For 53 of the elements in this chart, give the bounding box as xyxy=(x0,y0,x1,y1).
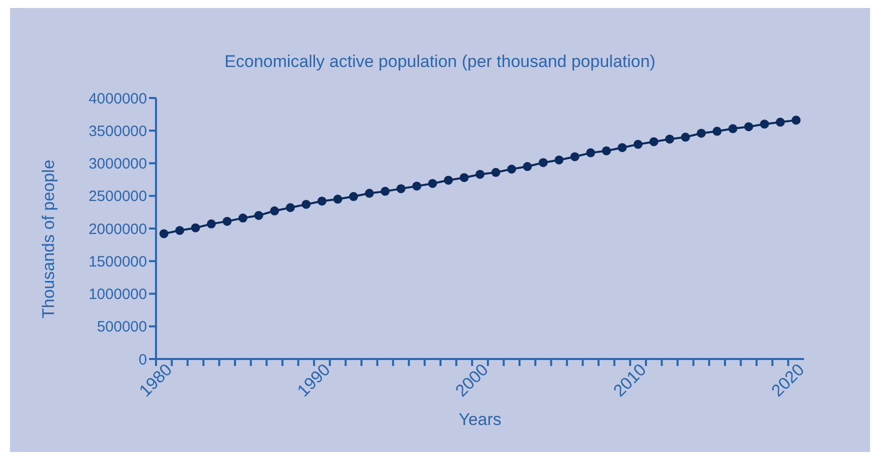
y-tick-label: 3500000 xyxy=(88,122,147,140)
point xyxy=(491,168,500,177)
point xyxy=(570,152,580,162)
point xyxy=(364,188,374,198)
point xyxy=(396,184,406,194)
point xyxy=(680,132,690,142)
point xyxy=(270,206,280,216)
x-axis-title: Years xyxy=(458,410,502,429)
point xyxy=(159,229,168,238)
point xyxy=(634,140,643,149)
point xyxy=(696,128,706,138)
point xyxy=(792,116,801,125)
point xyxy=(744,122,754,132)
point xyxy=(728,124,738,134)
point xyxy=(254,210,264,220)
point xyxy=(586,148,596,158)
chart-title: Economically active population (per thousand population) xyxy=(224,52,656,72)
point xyxy=(476,170,484,179)
point xyxy=(412,182,422,191)
point xyxy=(460,173,469,182)
point xyxy=(760,120,769,129)
y-tick-label: 1500000 xyxy=(88,253,147,270)
point xyxy=(507,164,516,174)
point xyxy=(191,223,200,232)
point xyxy=(649,137,658,146)
point xyxy=(286,203,295,212)
point xyxy=(349,192,358,202)
point xyxy=(302,200,311,209)
point xyxy=(206,219,216,228)
point xyxy=(522,162,532,172)
point xyxy=(175,226,184,235)
y-tick-label: 0 xyxy=(138,351,147,368)
point xyxy=(222,216,232,226)
y-tick-label: 500000 xyxy=(96,318,147,336)
y-tick-label: 4000000 xyxy=(88,90,147,108)
point xyxy=(554,155,564,164)
point xyxy=(238,214,248,223)
y-tick-label: 1000000 xyxy=(88,286,147,304)
point xyxy=(380,186,390,196)
point xyxy=(538,158,548,168)
point xyxy=(333,194,342,204)
y-tick-label: 3000000 xyxy=(88,156,147,173)
y-tick-label: 2000000 xyxy=(88,220,147,238)
point xyxy=(712,126,722,136)
y-axis-title: Thousands of people xyxy=(39,160,58,318)
point xyxy=(618,143,627,152)
point xyxy=(602,146,611,156)
point xyxy=(428,178,438,188)
point xyxy=(317,196,326,206)
point xyxy=(776,118,785,127)
point xyxy=(665,134,674,144)
point xyxy=(444,176,453,185)
y-tick-label: 2500000 xyxy=(88,188,147,206)
